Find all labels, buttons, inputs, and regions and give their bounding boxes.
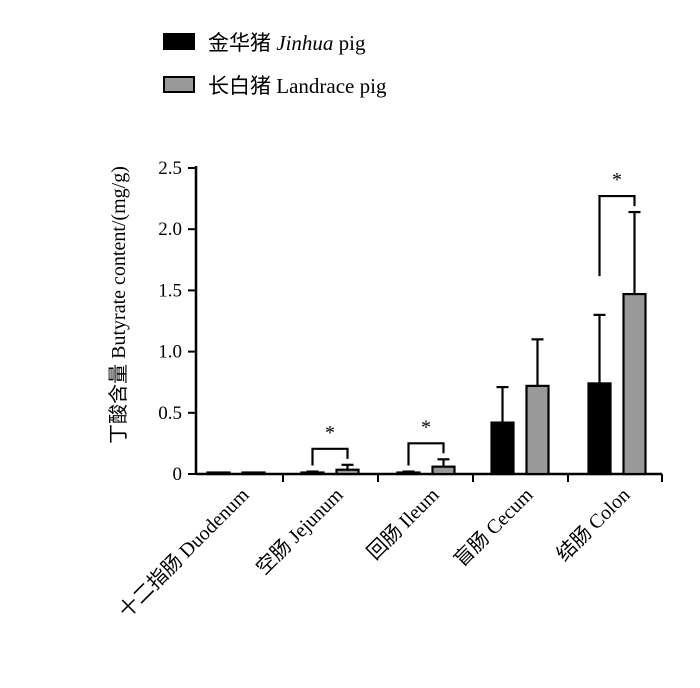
bar-jinhua: [206, 471, 231, 476]
significance-star: *: [612, 169, 622, 191]
axes: [194, 166, 663, 482]
bars: [206, 292, 647, 476]
category-label: 回肠 Ileum: [363, 484, 444, 565]
bar-jinhua: [587, 382, 612, 476]
bar-landrace: [622, 292, 647, 476]
bar-landrace: [431, 465, 456, 476]
legend: 金华猪 Jinhua pig 长白猪 Landrace pig: [163, 31, 387, 98]
legend-swatch-landrace: [163, 76, 195, 93]
category-label: 结肠 Colon: [552, 483, 635, 566]
significance-star: *: [325, 422, 335, 444]
significance-marks: * * *: [311, 169, 636, 466]
legend-label-landrace: 长白猪 Landrace pig: [208, 74, 387, 98]
bar-jinhua: [490, 421, 515, 476]
y-ticks: 0 0.5 1.0 1.5 2.0 2.5: [158, 158, 196, 485]
y-tick-label: 1.0: [158, 342, 182, 363]
category-label: 盲肠 Cecum: [449, 483, 537, 571]
significance-bracket: [407, 442, 445, 466]
category-label: 空肠 Jejunum: [252, 483, 348, 579]
y-tick-label: 0.5: [158, 403, 182, 424]
y-tick-label: 2.0: [158, 219, 182, 240]
category-label: 十二指肠 Duodenum: [114, 483, 254, 623]
y-tick-label: 0: [173, 464, 183, 485]
significance-star: *: [421, 416, 431, 438]
y-tick-label: 2.5: [158, 158, 182, 179]
y-tick-label: 1.5: [158, 280, 182, 301]
bar-jinhua: [396, 471, 421, 476]
bar-landrace: [525, 384, 550, 476]
bar-jinhua: [300, 471, 325, 476]
significance-bracket: [598, 194, 636, 277]
y-axis-title: 丁酸含量 Butyrate content/(mg/g): [107, 166, 130, 444]
legend-label-jinhua: 金华猪 Jinhua pig: [208, 31, 366, 55]
significance-bracket: [311, 447, 349, 466]
bar-landrace: [241, 471, 266, 476]
bar-landrace: [335, 468, 360, 476]
legend-swatch-jinhua: [163, 33, 195, 50]
error-bars: [306, 210, 641, 473]
